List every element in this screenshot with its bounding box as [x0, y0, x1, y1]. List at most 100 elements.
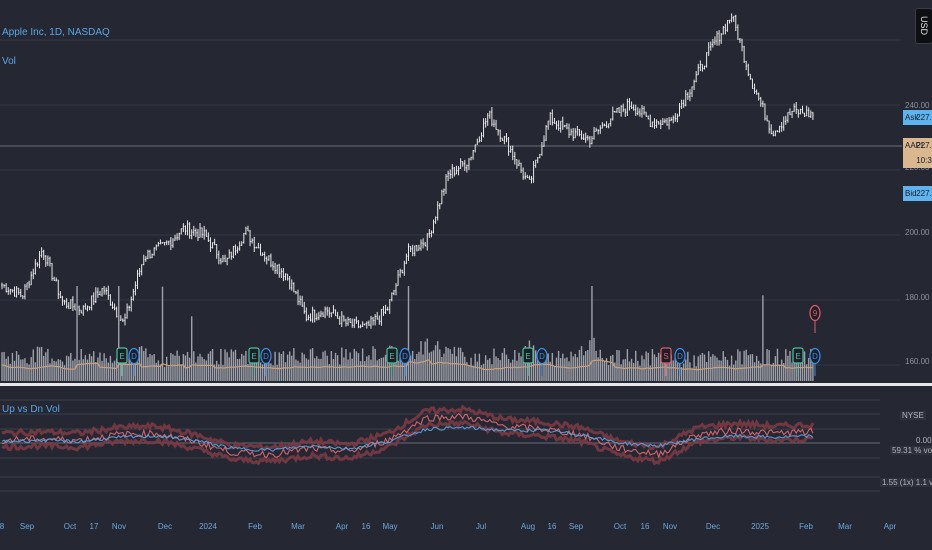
volume-bar [163, 366, 166, 381]
volume-bar [113, 360, 116, 381]
volume-bar [149, 353, 151, 381]
volume-bar [534, 350, 537, 381]
volume-bar [620, 364, 622, 381]
event-label: E [251, 352, 256, 361]
volume-bar [222, 364, 224, 381]
price-tick: 160.00 [905, 357, 930, 366]
volume-bar [159, 364, 162, 381]
volume-bar [218, 364, 220, 381]
volume-bar [728, 365, 731, 381]
indicator-legend[interactable]: Up vs Dn Vol [2, 404, 60, 415]
volume-bar [416, 353, 418, 381]
volume-bar [366, 356, 368, 381]
event-marker-alert: 9 [809, 304, 821, 333]
volume-bar [476, 361, 478, 381]
volume-bar [770, 364, 772, 381]
volume-bar [378, 358, 381, 381]
ask-price-label: Ask 227.48 [903, 110, 932, 125]
price-chart[interactable]: E D E D E D E D S D E D9 [0, 0, 932, 383]
volume-bar [332, 359, 335, 381]
symbol-legend[interactable]: Apple Inc, 1D, NASDAQ [2, 27, 110, 38]
event-marker-split: S [660, 347, 672, 376]
volume-bar [59, 359, 62, 381]
time-tick: Mar [838, 522, 852, 531]
event-marker-earnings: E [116, 347, 128, 376]
event-label: D [812, 352, 818, 361]
volume-bar [209, 351, 212, 381]
event-marker-earnings: E [792, 347, 804, 376]
volume-bar [635, 350, 637, 381]
indicator-chart[interactable] [0, 386, 932, 510]
volume-bar [307, 359, 310, 381]
volume-bar [399, 354, 401, 381]
volume-bar [447, 348, 449, 381]
volume-bar [657, 352, 660, 381]
volume-bar [484, 355, 487, 381]
volume-bar [668, 357, 670, 381]
volume-bar [572, 356, 574, 381]
volume-bar [313, 358, 316, 381]
volume-bar [359, 361, 362, 381]
volume-bar [514, 350, 516, 381]
volume-bar [238, 358, 241, 381]
volume-bar [126, 363, 128, 381]
currency-button[interactable]: USD [915, 8, 932, 44]
volume-bar [161, 286, 164, 381]
volume-legend[interactable]: Vol [2, 56, 16, 67]
volume-bar [178, 355, 180, 381]
volume-bar [51, 358, 53, 381]
volume-bar [470, 357, 472, 381]
volume-bar [295, 359, 297, 381]
volume-bar [261, 364, 264, 381]
event-marker-earnings: E [248, 347, 260, 376]
indicator-band-upper [1, 404, 815, 452]
volume-bar [247, 363, 249, 381]
volume-bar [418, 351, 420, 381]
volume-bar [199, 353, 201, 381]
volume-bar [795, 358, 797, 381]
price-tick: 200.00 [905, 228, 930, 237]
volume-bar [532, 345, 535, 381]
time-tick: Mar [291, 522, 305, 531]
volume-bar [564, 358, 566, 381]
volume-bar [136, 361, 139, 381]
volume-bar [520, 356, 522, 381]
volume-bar [370, 359, 372, 381]
volume-bar [522, 355, 524, 381]
volume-bar [758, 360, 760, 381]
indicator-zero-label: 0.00 [916, 436, 932, 445]
time-tick: 16 [547, 522, 557, 531]
volume-bar [288, 351, 291, 381]
volume-bar [205, 360, 207, 381]
volume-bar [701, 352, 704, 381]
indicator-pane[interactable] [0, 386, 932, 510]
time-tick: Nov [662, 522, 678, 531]
volume-bar [341, 347, 343, 381]
volume-bar [507, 358, 510, 381]
volume-bar [793, 356, 795, 381]
volume-bar [397, 360, 399, 381]
volume-bar [293, 348, 295, 381]
volume-bar [703, 354, 706, 381]
volume-bar [34, 362, 37, 381]
volume-bar [430, 351, 433, 381]
event-badge [116, 347, 128, 364]
volume-bar [801, 362, 804, 381]
volume-bar [243, 355, 245, 381]
volume-bar [682, 363, 685, 381]
volume-bar [655, 357, 658, 381]
volume-bar [132, 356, 135, 381]
volume-bar [687, 351, 689, 381]
volume-bar [720, 360, 722, 381]
volume-bar [20, 359, 22, 381]
volume-bar [316, 356, 318, 381]
pane-divider[interactable] [0, 383, 932, 386]
event-badge [248, 347, 260, 364]
volume-bar [55, 361, 57, 381]
volume-bar [745, 349, 747, 381]
time-tick: Jul [475, 522, 487, 531]
volume-bar [493, 348, 495, 381]
volume-bar [568, 361, 570, 381]
volume-bar [311, 348, 314, 381]
